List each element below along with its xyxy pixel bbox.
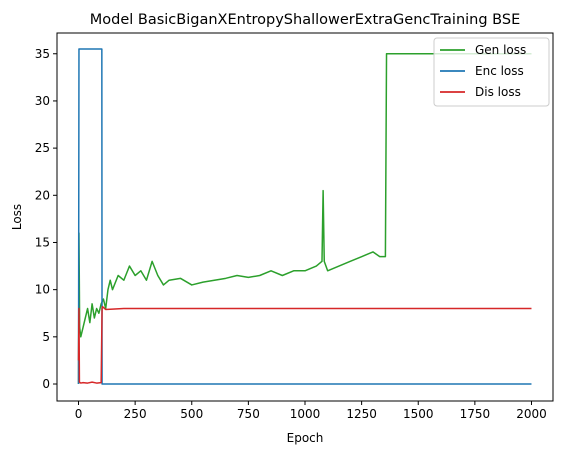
x-axis-ticks: 0 250 500 750 1000 1250 1500 1750 2000 [75, 401, 547, 421]
y-axis-title: Loss [10, 204, 24, 230]
y-axis-ticks: 0 5 10 15 20 25 30 35 [35, 47, 57, 391]
x-axis-title: Epoch [287, 431, 324, 445]
y-tick-label: 10 [35, 283, 50, 297]
y-tick-label: 25 [35, 141, 50, 155]
y-tick-label: 20 [35, 188, 50, 202]
x-tick-label: 750 [237, 407, 260, 421]
y-tick-label: 15 [35, 235, 50, 249]
series-line-gen-loss [77, 53, 532, 385]
y-tick-label: 5 [42, 330, 50, 344]
x-tick-label: 2000 [516, 407, 547, 421]
x-tick-label: 250 [124, 407, 147, 421]
legend: Gen loss Enc loss Dis loss [433, 37, 550, 107]
y-tick-label: 30 [35, 94, 50, 108]
series-line-enc-loss [77, 48, 532, 385]
legend-label-dis-loss: Dis loss [475, 85, 521, 99]
x-tick-label: 1750 [460, 407, 491, 421]
legend-label-enc-loss: Enc loss [475, 64, 524, 78]
y-tick-label: 35 [35, 47, 50, 61]
x-tick-label: 0 [75, 407, 83, 421]
x-tick-label: 1000 [290, 407, 321, 421]
legend-box [433, 37, 550, 107]
series-layer [77, 48, 532, 385]
x-tick-label: 1250 [346, 407, 377, 421]
series-line-dis-loss [77, 305, 532, 384]
legend-label-gen-loss: Gen loss [475, 43, 526, 57]
x-tick-label: 500 [180, 407, 203, 421]
y-tick-label: 0 [42, 377, 50, 391]
x-tick-label: 1500 [403, 407, 434, 421]
chart-title: Model BasicBiganXEntropyShallowerExtraGe… [90, 12, 520, 28]
